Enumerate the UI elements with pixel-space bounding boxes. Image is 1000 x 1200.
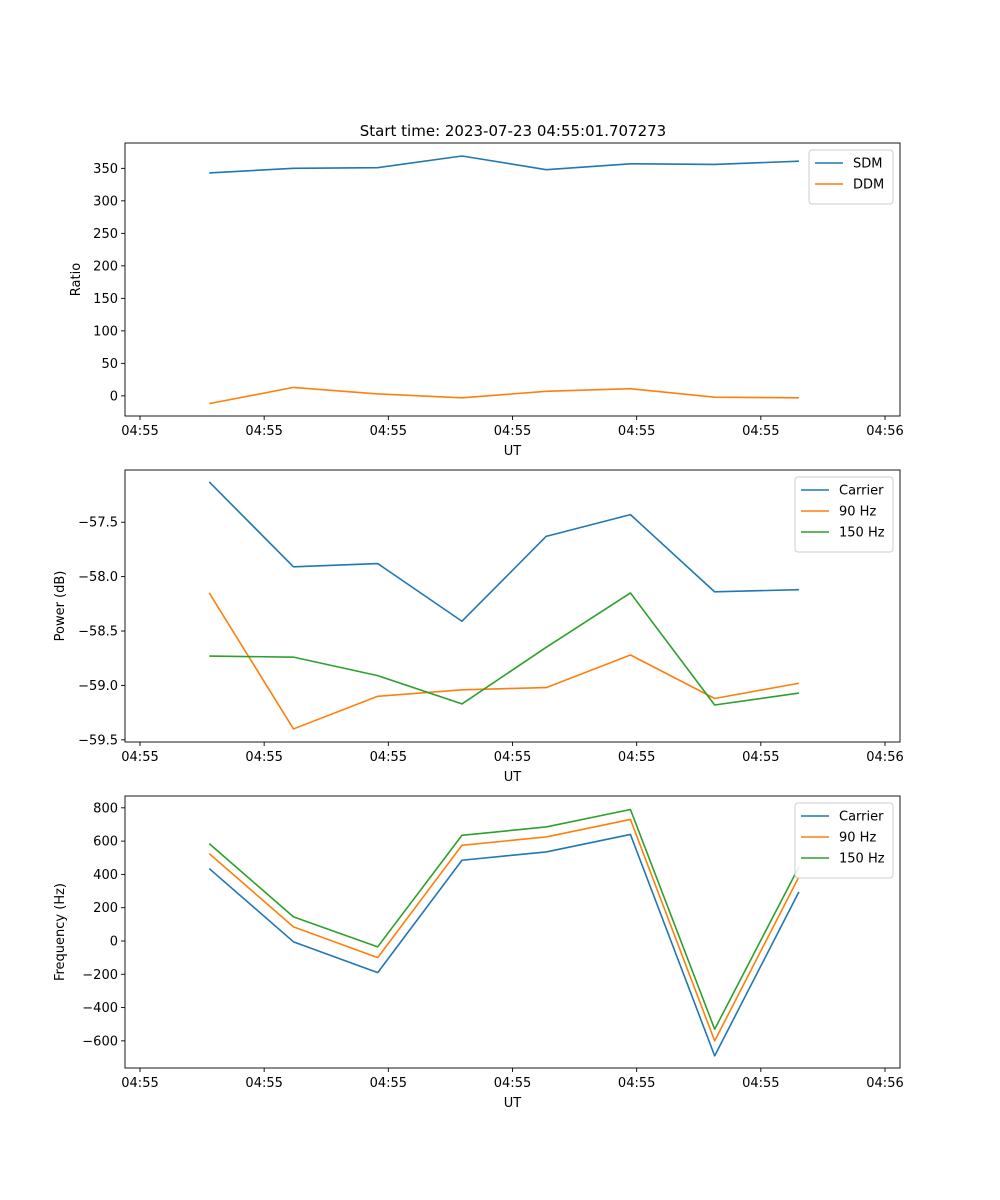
x-tick-label: 04:55 <box>618 750 655 765</box>
x-tick-label: 04:55 <box>742 1076 779 1091</box>
y-tick-label: 150 <box>93 292 118 307</box>
y-tick-label: 400 <box>93 868 118 883</box>
x-tick-label: 04:55 <box>370 750 407 765</box>
x-tick-label: 04:56 <box>866 1076 903 1091</box>
series-line-150-hz <box>209 592 800 706</box>
y-tick-label: −59.0 <box>78 679 118 694</box>
y-axis-label: Power (dB) <box>53 571 68 642</box>
x-tick-label: 04:55 <box>742 750 779 765</box>
legend-label: Carrier <box>839 484 884 499</box>
x-tick-label: 04:56 <box>866 424 903 439</box>
x-tick-label: 04:55 <box>245 424 282 439</box>
legend: SDM DDM <box>808 149 894 205</box>
legend-label: DDM <box>853 178 884 193</box>
x-tick-label: 04:55 <box>742 424 779 439</box>
panels: 04:55 04:55 04:55 04:55 04:55 04:55 04:56 UT 0 50… <box>53 142 904 1111</box>
y-tick-label: 0 <box>110 389 118 404</box>
panel-2: 04:55 04:55 04:55 04:55 04:55 04:55 04:56 UT −59… <box>53 469 904 785</box>
x-axis-label: UT <box>504 444 522 459</box>
x-tick-label: 04:55 <box>121 1076 158 1091</box>
x-tick-label: 04:55 <box>245 750 282 765</box>
series-line-150-hz <box>208 808 800 1031</box>
y-tick-label: 300 <box>93 194 118 209</box>
x-tick-label: 04:56 <box>866 750 903 765</box>
y-tick-label: 100 <box>93 324 118 339</box>
figure-title: Start time: 2023-07-23 04:55:01.707273 <box>360 122 666 140</box>
series-line-carrier <box>208 481 799 623</box>
y-tick-label: −200 <box>82 968 118 983</box>
y-tick-label: 0 <box>110 934 118 949</box>
y-tick-label: −58.0 <box>78 570 118 585</box>
series-line-90-hz <box>208 818 800 1042</box>
x-tick-label: 04:55 <box>494 1076 531 1091</box>
y-tick-label: −58.5 <box>78 625 118 640</box>
legend: Carrier 90 Hz 150 Hz <box>794 802 894 879</box>
series-line-90-hz <box>208 592 800 730</box>
legend: Carrier 90 Hz 150 Hz <box>794 476 894 553</box>
x-tick-label: 04:55 <box>121 424 158 439</box>
y-tick-label: 200 <box>93 259 118 274</box>
x-tick-label: 04:55 <box>370 1076 407 1091</box>
y-tick-label: 350 <box>93 162 118 177</box>
legend-label: SDM <box>853 157 882 172</box>
legend-label: 150 Hz <box>839 852 885 867</box>
x-tick-label: 04:55 <box>494 750 531 765</box>
x-axis-label: UT <box>504 1096 522 1111</box>
x-tick-label: 04:55 <box>618 424 655 439</box>
y-tick-label: −400 <box>82 1001 118 1016</box>
y-tick-label: 250 <box>93 227 118 242</box>
legend-box <box>794 476 894 553</box>
series-line-carrier <box>208 833 800 1057</box>
y-tick-label: −59.5 <box>78 733 118 748</box>
panel-1: 04:55 04:55 04:55 04:55 04:55 04:55 04:56 UT 0 50… <box>69 142 904 459</box>
y-tick-label: 50 <box>101 357 118 372</box>
y-axis-label: Frequency (Hz) <box>53 883 68 981</box>
series-line-sdm <box>209 155 799 174</box>
series-line-ddm <box>209 386 799 405</box>
x-tick-label: 04:55 <box>494 424 531 439</box>
panel-3: 04:55 04:55 04:55 04:55 04:55 04:55 04:56 UT −60… <box>53 795 904 1111</box>
legend-label: 90 Hz <box>839 831 876 846</box>
y-tick-label: −57.5 <box>78 516 118 531</box>
y-tick-label: −600 <box>82 1034 118 1049</box>
y-tick-label: 800 <box>93 801 118 816</box>
y-tick-label: 600 <box>93 835 118 850</box>
legend-label: 150 Hz <box>839 526 885 541</box>
x-tick-label: 04:55 <box>121 750 158 765</box>
x-tick-label: 04:55 <box>370 424 407 439</box>
x-axis-label: UT <box>504 770 522 785</box>
legend-label: 90 Hz <box>839 505 876 520</box>
x-tick-label: 04:55 <box>245 1076 282 1091</box>
y-tick-label: 200 <box>93 901 118 916</box>
x-tick-label: 04:55 <box>618 1076 655 1091</box>
legend-label: Carrier <box>839 810 884 825</box>
y-axis-label: Ratio <box>69 263 84 296</box>
legend-box <box>794 802 894 879</box>
